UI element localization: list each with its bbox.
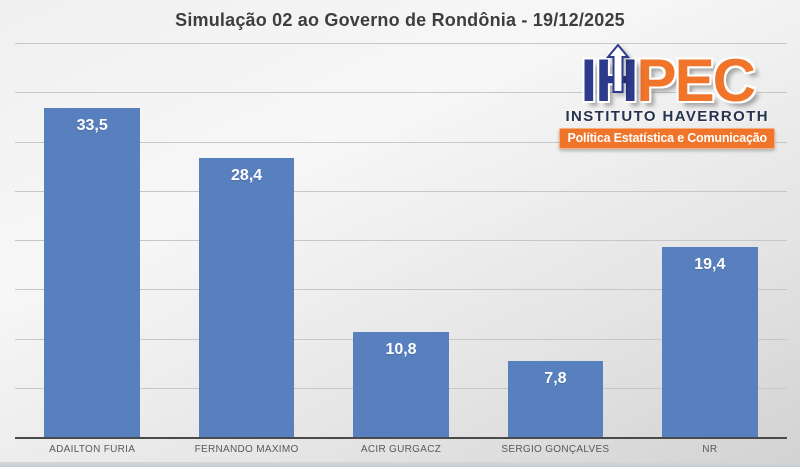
gridline — [15, 240, 787, 241]
x-axis-label: SÉRGIO GONÇALVES — [501, 444, 610, 455]
bar-value-label: 28,4 — [231, 167, 263, 185]
bar-4: 7,8 — [507, 361, 604, 438]
bar-3: 10,8 — [353, 331, 449, 438]
logo-letter-h: H — [595, 44, 639, 111]
x-axis-line — [15, 437, 787, 439]
bar-value-label: 7,8 — [544, 370, 567, 388]
gridline — [15, 43, 787, 44]
logo-institute-name: INSTITUTO HAVERROTH — [565, 108, 769, 125]
gridline — [15, 92, 787, 94]
gridline — [15, 141, 787, 143]
bar-value-label: 19,4 — [694, 255, 726, 273]
logo-wordmark: I H PEC — [580, 44, 756, 114]
x-axis-label: ADAILTON FÚRIA — [49, 444, 136, 455]
bar-slot: 10,8 — [324, 44, 478, 438]
x-axis-label: NR — [702, 444, 718, 455]
logo-letter-i: I — [580, 47, 598, 114]
bar-slot: 7,8 — [478, 44, 632, 438]
bar-slot: 19,4 — [633, 44, 787, 438]
gridline — [15, 289, 787, 291]
x-axis-labels: ADAILTON FÚRIA FERNANDO MAXIMO ACIR GURGAC… — [15, 444, 787, 455]
ihpec-logo: I H PEC INSTITUTO HAVERROTH Política Est… — [559, 44, 775, 149]
bar-slot: 33,5 — [15, 44, 169, 438]
bar-value-label: 10,8 — [385, 340, 417, 358]
x-axis-label: FERNANDO MAXIMO — [194, 444, 299, 455]
bar-value-label: 33,5 — [76, 117, 108, 135]
gridline — [15, 190, 787, 192]
bar-slot: 28,4 — [169, 44, 323, 438]
logo-letters-pec: PEC — [636, 47, 756, 114]
bars-row: 33,5 28,4 10,8 7,8 19,4 — [15, 44, 787, 438]
bar-2: 28,4 — [198, 158, 295, 438]
bar-1: 33,5 — [44, 108, 141, 438]
logo-tagline-banner: Política Estatística e Comunicação — [559, 128, 775, 149]
x-axis-label: ACIR GURGACZ — [360, 444, 442, 455]
up-arrow-icon — [605, 44, 630, 93]
bar-5: 19,4 — [661, 246, 758, 438]
chart-title: Simulação 02 ao Governo de Rondônia - 19… — [175, 10, 625, 30]
plot-area: 33,5 28,4 10,8 7,8 19,4 — [15, 43, 787, 439]
